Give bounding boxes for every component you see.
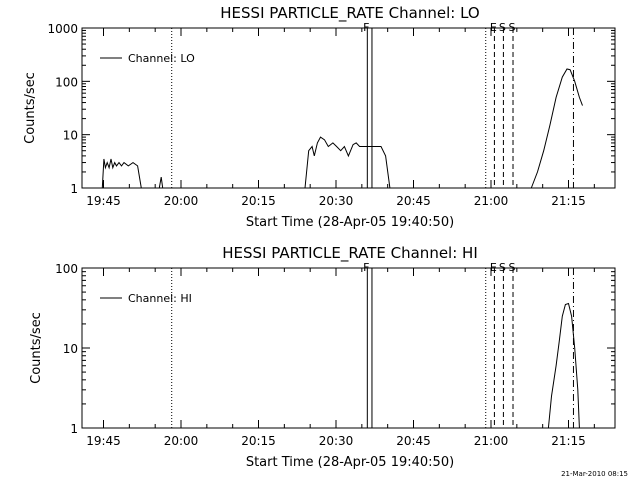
x-tick-label: 20:00 [164,434,199,448]
legend-label: Channel: HI [128,292,192,305]
event-marker-label: E [490,21,497,34]
y-tick-label: 10 [63,342,78,356]
footer-timestamp: 21-Mar-2010 08:15 [561,470,628,478]
event-marker-label: S [509,261,516,274]
x-tick-label: 21:15 [551,434,586,448]
legend-label: Channel: LO [128,52,195,65]
x-tick-label: 20:30 [319,434,354,448]
event-marker-label: F [363,261,369,274]
y-tick-label: 100 [55,262,78,276]
x-tick-label: 20:00 [164,194,199,208]
x-axis-label: Start Time (28-Apr-05 19:40:50) [246,455,454,470]
event-marker-label: S [509,21,516,34]
y-tick-label: 1000 [47,22,78,36]
y-tick-label: 100 [55,75,78,89]
y-tick-label: 1 [70,182,78,196]
x-tick-label: 21:00 [474,434,509,448]
x-tick-label: 20:45 [396,194,431,208]
x-tick-label: 20:15 [241,194,276,208]
plot-frame [81,27,616,189]
y-axis-label: Counts/sec [23,72,38,144]
x-tick-label: 20:30 [319,194,354,208]
event-marker-label: S [499,261,506,274]
chart-title: HESSI PARTICLE_RATE Channel: HI [222,244,478,263]
x-tick-label: 20:15 [241,434,276,448]
y-tick-label: 10 [63,129,78,143]
series-line [304,136,391,189]
chart-panel-hi: HESSI PARTICLE_RATE Channel: HI Start Ti… [29,244,616,470]
series-line [101,158,142,189]
event-marker-label: E [490,261,497,274]
x-tick-label: 19:45 [86,194,121,208]
y-axis-label: Counts/sec [29,312,44,384]
series-line [530,68,583,189]
x-tick-label: 21:00 [474,194,509,208]
chart-panel-lo: HESSI PARTICLE_RATE Channel: LO Start Ti… [23,4,616,230]
x-tick-label: 20:45 [396,434,431,448]
x-tick-label: 19:45 [86,434,121,448]
x-tick-label: 21:15 [551,194,586,208]
event-marker-label: S [499,21,506,34]
y-tick-label: 1 [70,422,78,436]
x-axis-label: Start Time (28-Apr-05 19:40:50) [246,215,454,230]
event-marker-label: F [363,21,369,34]
series-line [158,177,164,189]
series-line [547,302,580,429]
chart-title: HESSI PARTICLE_RATE Channel: LO [220,4,479,23]
